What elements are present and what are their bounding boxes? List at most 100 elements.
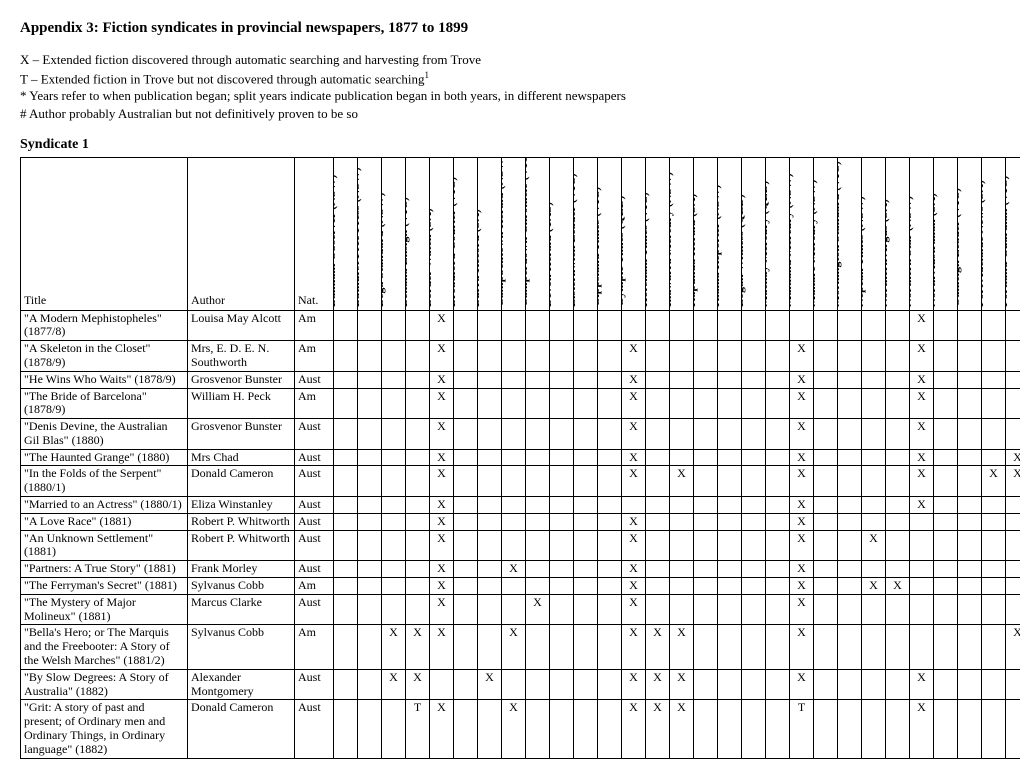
cell-mark bbox=[670, 578, 694, 595]
cell-mark bbox=[694, 530, 718, 561]
cell-nat: Aust bbox=[295, 530, 334, 561]
cell-mark: X bbox=[1006, 449, 1020, 466]
cell-mark bbox=[886, 341, 910, 372]
cell-mark bbox=[358, 561, 382, 578]
cell-mark bbox=[670, 419, 694, 450]
cell-mark bbox=[694, 578, 718, 595]
cell-mark bbox=[574, 513, 598, 530]
cell-mark bbox=[838, 449, 862, 466]
cell-mark: X bbox=[430, 530, 454, 561]
cell-mark bbox=[382, 561, 406, 578]
cell-mark bbox=[742, 310, 766, 341]
cell-mark bbox=[934, 625, 958, 669]
cell-mark bbox=[982, 341, 1006, 372]
cell-mark bbox=[934, 341, 958, 372]
cell-mark bbox=[982, 419, 1006, 450]
cell-mark bbox=[982, 530, 1006, 561]
cell-mark bbox=[502, 497, 526, 514]
cell-title: "A Skeleton in the Closet" (1878/9) bbox=[21, 341, 188, 372]
cell-mark bbox=[934, 371, 958, 388]
cell-mark bbox=[694, 449, 718, 466]
cell-mark bbox=[502, 371, 526, 388]
cell-mark: X bbox=[622, 513, 646, 530]
cell-mark: X bbox=[430, 371, 454, 388]
cell-mark bbox=[358, 341, 382, 372]
cell-mark bbox=[982, 371, 1006, 388]
cell-mark bbox=[958, 466, 982, 497]
cell-mark bbox=[478, 700, 502, 758]
cell-mark bbox=[742, 371, 766, 388]
cell-mark bbox=[478, 341, 502, 372]
cell-nat: Aust bbox=[295, 669, 334, 700]
cell-mark: X bbox=[622, 561, 646, 578]
cell-mark bbox=[718, 419, 742, 450]
cell-mark bbox=[334, 341, 358, 372]
cell-mark bbox=[934, 578, 958, 595]
cell-mark bbox=[550, 669, 574, 700]
col-header-newspaper: Northern Star (NSW) bbox=[910, 157, 934, 310]
col-header-newspaper: Bathurst Free Press (NSW) bbox=[358, 157, 382, 310]
cell-author: Alexander Montgomery bbox=[188, 669, 295, 700]
cell-nat: Aust bbox=[295, 419, 334, 450]
cell-mark bbox=[454, 625, 478, 669]
cell-mark bbox=[454, 513, 478, 530]
cell-mark: X bbox=[622, 449, 646, 466]
cell-mark bbox=[406, 466, 430, 497]
cell-author: Louisa May Alcott bbox=[188, 310, 295, 341]
cell-mark bbox=[742, 594, 766, 625]
col-header-newspaper: Oakleigh Leader (VIC) bbox=[958, 157, 982, 310]
cell-mark bbox=[958, 419, 982, 450]
cell-mark bbox=[358, 700, 382, 758]
cell-mark bbox=[334, 419, 358, 450]
cell-mark bbox=[478, 371, 502, 388]
cell-mark bbox=[982, 497, 1006, 514]
cell-mark bbox=[718, 625, 742, 669]
cell-mark bbox=[646, 466, 670, 497]
cell-title: "In the Folds of the Serpent" (1880/1) bbox=[21, 466, 188, 497]
cell-mark bbox=[502, 466, 526, 497]
cell-mark bbox=[574, 371, 598, 388]
cell-mark bbox=[478, 594, 502, 625]
cell-mark bbox=[478, 625, 502, 669]
col-header-newspaper: Campbelltown Herald (NSW) bbox=[502, 157, 526, 310]
cell-mark bbox=[766, 371, 790, 388]
cell-mark bbox=[382, 530, 406, 561]
cell-mark bbox=[670, 310, 694, 341]
cell-mark bbox=[862, 625, 886, 669]
col-header-newspaper: Mackay Mercury (QLD) bbox=[766, 157, 790, 310]
cell-mark bbox=[574, 625, 598, 669]
cell-mark: X bbox=[670, 700, 694, 758]
cell-mark bbox=[910, 578, 934, 595]
cell-mark bbox=[814, 700, 838, 758]
table-row: "A Modern Mephistopheles" (1877/8)Louisa… bbox=[21, 310, 1020, 341]
cell-mark bbox=[742, 700, 766, 758]
cell-nat: Am bbox=[295, 625, 334, 669]
cell-mark bbox=[694, 594, 718, 625]
cell-mark bbox=[526, 513, 550, 530]
cell-mark: X bbox=[790, 625, 814, 669]
cell-mark bbox=[742, 578, 766, 595]
cell-mark bbox=[478, 513, 502, 530]
legend-line: * Years refer to when publication began;… bbox=[20, 87, 1000, 105]
table-row: "By Slow Degrees: A Story of Australia" … bbox=[21, 669, 1020, 700]
cell-author: William H. Peck bbox=[188, 388, 295, 419]
table-row: "He Wins Who Waits" (1878/9)Grosvenor Bu… bbox=[21, 371, 1020, 388]
col-header-newspaper: Gippsland Times (VIC) bbox=[598, 157, 622, 310]
cell-mark bbox=[526, 497, 550, 514]
cell-mark bbox=[838, 497, 862, 514]
table-row: "The Bride of Barcelona" (1878/9)William… bbox=[21, 388, 1020, 419]
cell-mark bbox=[334, 669, 358, 700]
cell-mark bbox=[334, 561, 358, 578]
cell-mark bbox=[838, 578, 862, 595]
cell-mark bbox=[982, 669, 1006, 700]
table-row: "Grit: A story of past and present; of O… bbox=[21, 700, 1020, 758]
cell-mark bbox=[382, 388, 406, 419]
cell-mark bbox=[550, 497, 574, 514]
cell-mark bbox=[670, 449, 694, 466]
cell-mark bbox=[334, 449, 358, 466]
cell-title: "The Haunted Grange" (1880) bbox=[21, 449, 188, 466]
cell-author: Sylvanus Cobb bbox=[188, 625, 295, 669]
cell-mark bbox=[646, 310, 670, 341]
cell-title: "An Unknown Settlement" (1881) bbox=[21, 530, 188, 561]
table-row: "Bella's Hero; or The Marquis and the Fr… bbox=[21, 625, 1020, 669]
